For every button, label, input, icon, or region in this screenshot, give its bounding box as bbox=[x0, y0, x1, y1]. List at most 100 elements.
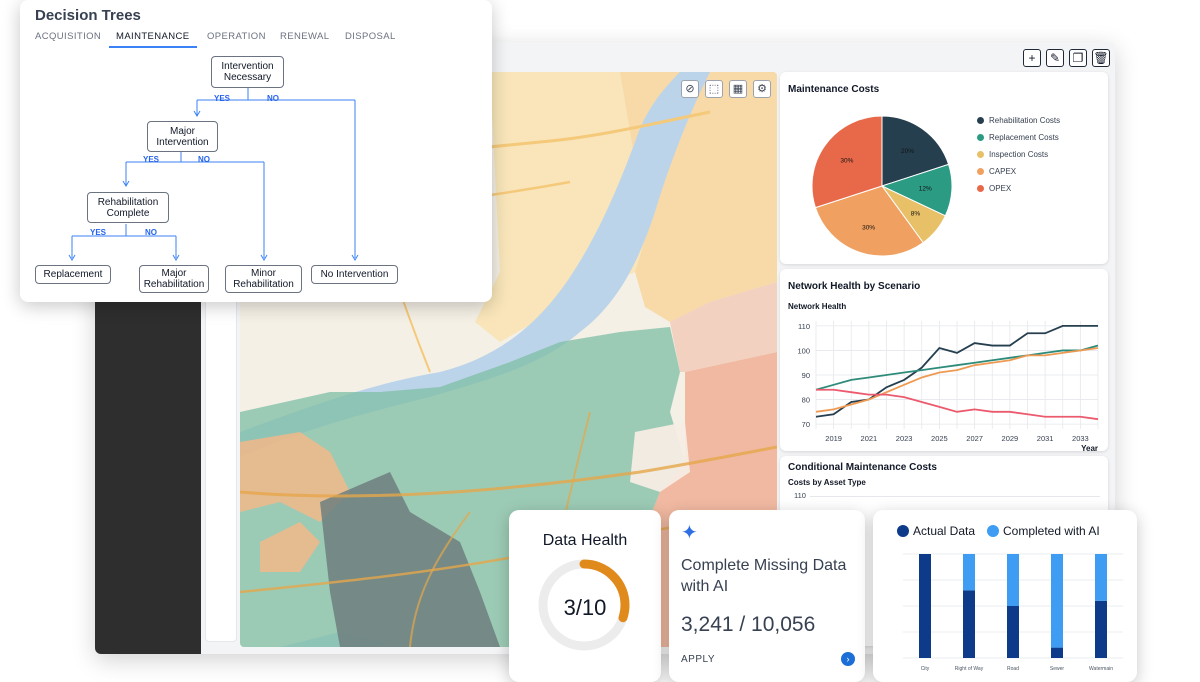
pie-slice bbox=[811, 115, 883, 209]
select-area-icon[interactable]: ⬚ bbox=[705, 80, 723, 98]
bar-segment bbox=[1095, 600, 1107, 658]
bar-segment bbox=[1095, 554, 1107, 601]
series-line bbox=[815, 347, 1099, 413]
x-tick-label: 2029 bbox=[1002, 434, 1019, 443]
pie-label: 30% bbox=[840, 157, 853, 164]
series-line bbox=[816, 388, 1099, 421]
x-tick-label: 2027 bbox=[966, 434, 983, 443]
trash-icon[interactable]: 🗑 bbox=[1092, 49, 1110, 67]
tab-operation[interactable]: OPERATION bbox=[207, 31, 266, 42]
bar-segment bbox=[1051, 647, 1063, 658]
conditional-costs-title: Conditional Maintenance Costs bbox=[788, 462, 937, 473]
complete-missing-data-card[interactable]: ✦ Complete Missing Data with AI 3,241 / … bbox=[669, 510, 865, 682]
copy-icon[interactable]: ❐ bbox=[1069, 49, 1087, 67]
data-completion-chart: City Right of Way Road Sewer Watermain bbox=[903, 553, 1123, 672]
node-major-rehabilitation[interactable]: Major Rehabilitation bbox=[139, 265, 209, 293]
no-label: NO bbox=[145, 228, 157, 237]
x-tick-label: 2031 bbox=[1037, 434, 1054, 443]
maintenance-costs-title: Maintenance Costs bbox=[788, 84, 880, 95]
bar-segment bbox=[1007, 606, 1019, 658]
legend-dot bbox=[987, 525, 999, 537]
node-replacement[interactable]: Replacement bbox=[35, 265, 111, 284]
ai-card-count: 3,241 / 10,056 bbox=[681, 613, 816, 636]
legend-dot bbox=[897, 525, 909, 537]
data-health-value: 3/10 bbox=[563, 595, 607, 620]
x-category-label: Right of Way bbox=[955, 666, 984, 672]
legend-label: Actual Data bbox=[913, 524, 976, 538]
tab-acquisition[interactable]: ACQUISITION bbox=[35, 31, 102, 42]
network-health-title: Network Health by Scenario bbox=[788, 281, 921, 292]
legend-label: Inspection Costs bbox=[989, 150, 1049, 159]
legend-dot bbox=[977, 117, 984, 124]
y-tick-label: 70 bbox=[802, 420, 810, 429]
legend-actual-data: Actual Data bbox=[897, 524, 975, 538]
y-tick-label: 110 bbox=[794, 491, 806, 500]
yes-label: YES bbox=[214, 94, 231, 103]
network-health-ylabel: Network Health bbox=[788, 302, 847, 311]
x-axis-label: Year bbox=[1081, 444, 1098, 451]
legend-dot bbox=[977, 134, 984, 141]
pie-label: 12% bbox=[919, 186, 932, 193]
legend-label: Replacement Costs bbox=[989, 133, 1059, 142]
legend-completed-ai: Completed with AI bbox=[987, 524, 1100, 538]
node-no-intervention[interactable]: No Intervention bbox=[311, 265, 398, 284]
yes-label: YES bbox=[143, 155, 160, 164]
y-tick-label: 80 bbox=[802, 396, 810, 405]
bar-segment bbox=[919, 554, 931, 658]
legend-inspection: Inspection Costs bbox=[977, 150, 1048, 159]
x-tick-label: 2025 bbox=[931, 434, 948, 443]
network-health-card: Network Health by Scenario Network Healt… bbox=[780, 269, 1108, 451]
apply-link[interactable]: APPLY bbox=[681, 654, 715, 665]
yes-label: YES bbox=[90, 228, 107, 237]
layers-settings-icon[interactable]: ⚙ bbox=[753, 80, 771, 98]
no-label: NO bbox=[198, 155, 210, 164]
legend-dot bbox=[977, 185, 984, 192]
tab-disposal[interactable]: DISPOSAL bbox=[345, 31, 396, 42]
data-completion-bar-card: Actual Data Completed with AI City Right … bbox=[873, 510, 1137, 682]
maintenance-costs-card: Maintenance Costs 20% 12% 8% 30% 30% Rehabil… bbox=[780, 72, 1108, 264]
chevron-right-icon[interactable]: › bbox=[841, 652, 855, 666]
decision-trees-panel: Decision Trees ACQUISITION MAINTENANCE O… bbox=[20, 0, 492, 302]
sparkle-icon: ✦ bbox=[681, 522, 698, 544]
x-category-label: Road bbox=[1007, 666, 1019, 672]
legend-label: Completed with AI bbox=[1003, 524, 1100, 538]
legend-dot bbox=[977, 151, 984, 158]
x-tick-label: 2019 bbox=[825, 434, 842, 443]
legend-capex: CAPEX bbox=[977, 167, 1016, 176]
bar-segment bbox=[1051, 554, 1063, 648]
node-major-intervention[interactable]: Major Intervention bbox=[147, 121, 218, 152]
pie-slice bbox=[814, 185, 924, 257]
legend-rehabilitation: Rehabilitation Costs bbox=[977, 116, 1060, 125]
grid-icon[interactable]: ▦ bbox=[729, 80, 747, 98]
node-intervention-necessary[interactable]: Intervention Necessary bbox=[211, 56, 284, 88]
node-rehabilitation-complete[interactable]: Rehabilitation Complete bbox=[87, 192, 169, 223]
tab-maintenance[interactable]: MAINTENANCE bbox=[116, 31, 190, 42]
bar-segment bbox=[963, 554, 975, 591]
bar-segment bbox=[963, 590, 975, 658]
pie-label: 20% bbox=[901, 148, 914, 155]
gridline bbox=[810, 496, 1100, 497]
legend-label: OPEX bbox=[989, 184, 1012, 193]
pencil-icon[interactable]: ✎ bbox=[1046, 49, 1064, 67]
y-tick-label: 90 bbox=[802, 371, 810, 380]
decision-tree-connectors bbox=[68, 88, 359, 261]
y-tick-label: 110 bbox=[798, 322, 810, 331]
legend-label: CAPEX bbox=[989, 167, 1017, 176]
node-minor-rehabilitation[interactable]: Minor Rehabilitation bbox=[225, 265, 302, 293]
legend-replacement: Replacement Costs bbox=[977, 133, 1059, 142]
x-tick-label: 2023 bbox=[896, 434, 913, 443]
x-tick-label: 2033 bbox=[1072, 434, 1089, 443]
pie-label: 30% bbox=[862, 224, 875, 231]
tab-renewal[interactable]: RENEWAL bbox=[280, 31, 330, 42]
series-line bbox=[815, 344, 1099, 391]
no-label: NO bbox=[267, 94, 279, 103]
x-category-label: Sewer bbox=[1050, 666, 1065, 672]
compass-icon[interactable]: ⊘ bbox=[681, 80, 699, 98]
active-tab-underline bbox=[109, 46, 197, 48]
x-category-label: City bbox=[921, 666, 930, 672]
y-tick-label: 100 bbox=[797, 346, 810, 355]
data-health-card[interactable]: Data Health 3/10 bbox=[509, 510, 661, 682]
plus-icon[interactable]: + bbox=[1023, 49, 1041, 67]
conditional-costs-subtitle: Costs by Asset Type bbox=[788, 478, 866, 487]
data-health-title: Data Health bbox=[542, 532, 628, 549]
